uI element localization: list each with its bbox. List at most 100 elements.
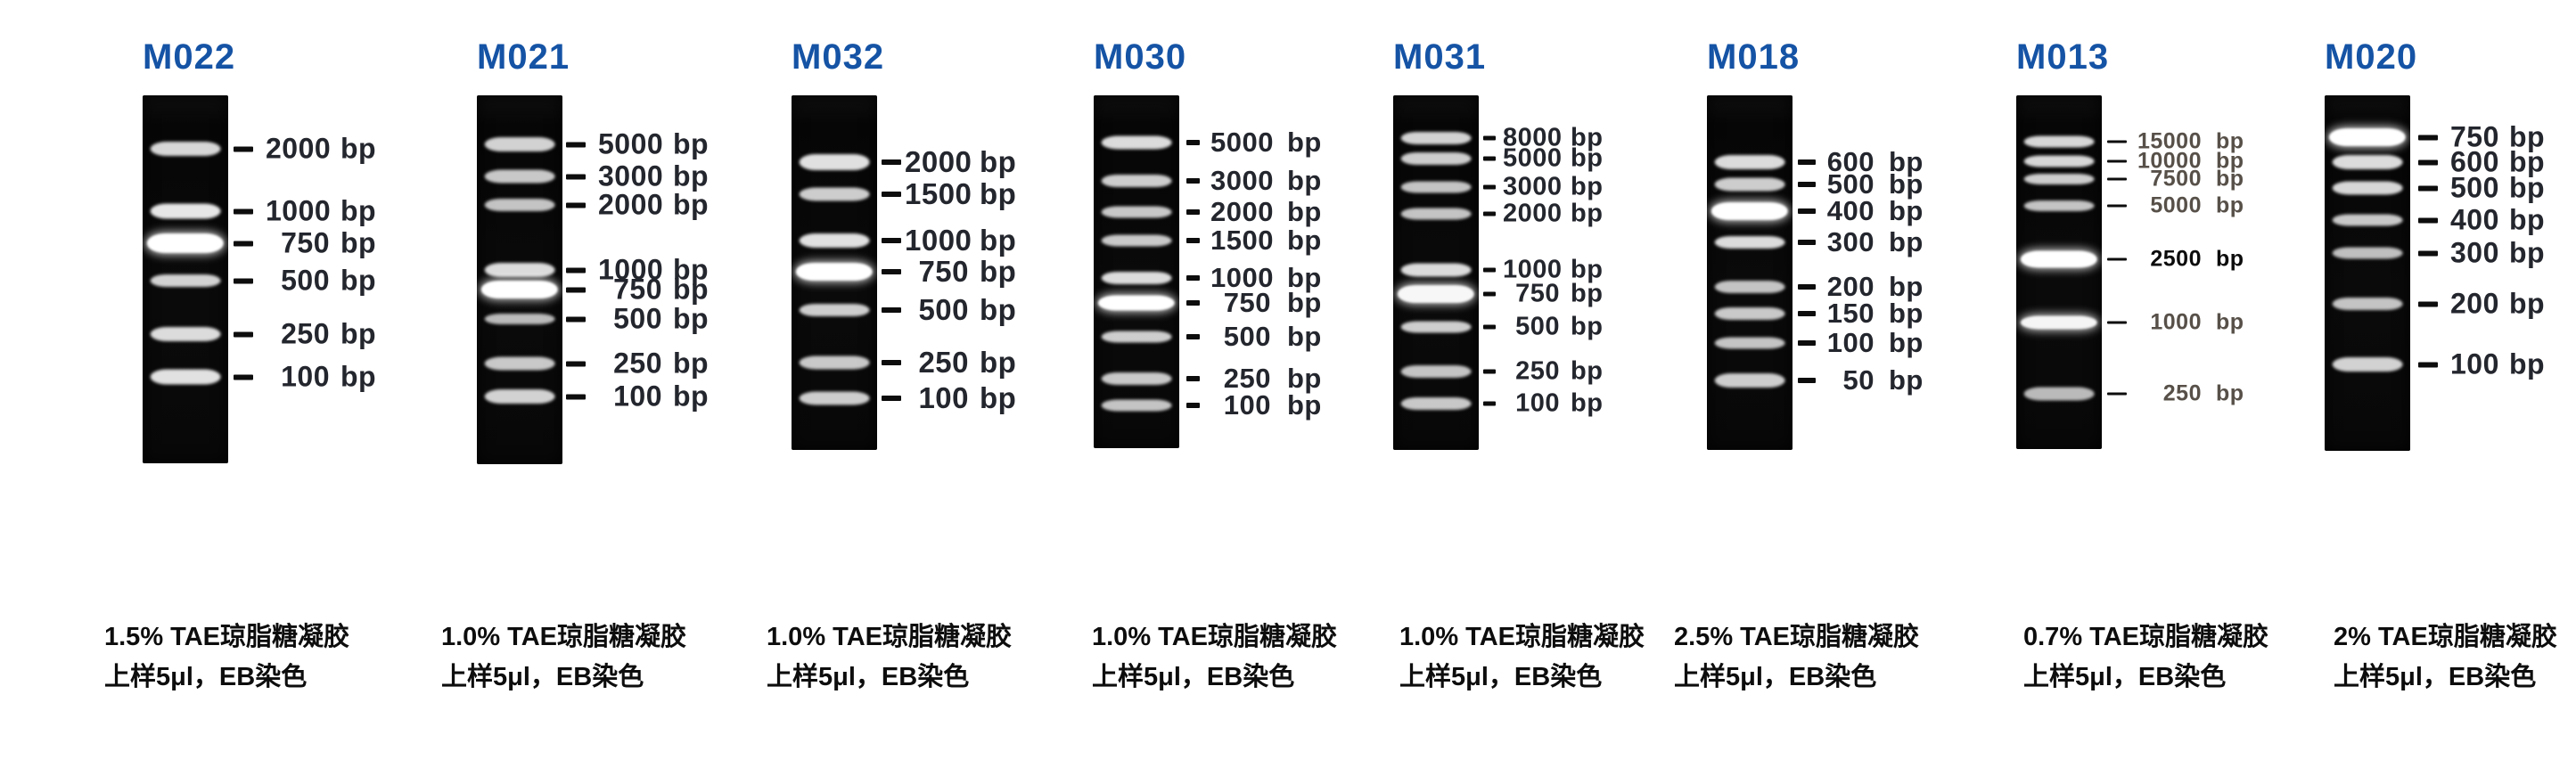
band-size-label: 3000 bp <box>1479 173 1603 202</box>
dna-band-750bp <box>480 281 559 298</box>
tick-mark <box>566 202 586 208</box>
dna-band-600bp <box>1714 155 1785 169</box>
band-size-value: 300 <box>2450 236 2499 269</box>
tick-mark <box>1483 401 1496 406</box>
band-size-value: 2000 <box>905 145 972 178</box>
ladder-lane-m020: M020 750 bp 600 bp 500 bp 400 bp 300 bp 200 bp 100 bp 2… <box>2325 0 2576 768</box>
band-size-value: 750 <box>281 226 330 259</box>
band-size-unit: bp <box>2509 236 2546 269</box>
tick-mark <box>2418 159 2438 165</box>
band-size-label: 400 bp <box>1793 195 1924 227</box>
band-size-label: 1500 bp <box>1179 225 1322 257</box>
dna-band-5000bp <box>2023 200 2095 211</box>
band-size-value: 500 <box>1515 312 1560 341</box>
ladder-lane-m021: M021 5000 bp 3000 bp 2000 bp 1000 bp 750 bp 500 bp 25… <box>441 0 744 768</box>
band-size-value: 250 <box>918 346 969 379</box>
gel-condition-caption: 1.5% TAE琼脂糖凝胶 上样5μl，EB染色 <box>104 617 349 698</box>
band-size-unit: bp <box>2509 287 2546 320</box>
tick-mark <box>234 374 253 380</box>
tick-mark <box>2107 159 2127 163</box>
caption-gel-type: 1.0% TAE琼脂糖凝胶 <box>1399 623 1645 651</box>
dna-band-2000bp <box>1400 208 1472 220</box>
band-size-value: 200 <box>2450 287 2499 320</box>
dna-band-500bp <box>150 274 221 287</box>
band-size-label: 100 bp <box>1179 389 1322 421</box>
band-size-label: 50 bp <box>1793 364 1924 396</box>
band-size-unit: bp <box>980 255 1017 288</box>
dna-band-1000bp <box>2020 315 2098 330</box>
band-size-value: 1000 <box>2150 309 2202 335</box>
dna-band-3000bp <box>484 169 555 184</box>
caption-gel-type: 0.7% TAE琼脂糖凝胶 <box>2023 623 2269 651</box>
band-size-value: 10000 <box>2137 148 2202 174</box>
dna-band-50bp <box>1714 373 1785 388</box>
gel-lane-image <box>477 95 562 464</box>
tick-mark <box>1186 376 1200 381</box>
tick-mark <box>2418 135 2438 140</box>
band-size-unit: bp <box>980 381 1017 414</box>
tick-mark <box>2418 362 2438 367</box>
tick-mark <box>1798 378 1816 383</box>
dna-band-1000bp <box>1101 272 1172 284</box>
gel-lane-image <box>792 95 877 450</box>
band-size-label: 500 bp <box>2410 172 2545 205</box>
gel-condition-caption: 1.0% TAE琼脂糖凝胶 上样5μl，EB染色 <box>767 617 1012 698</box>
band-size-value: 500 <box>281 264 330 297</box>
tick-mark <box>1186 238 1200 243</box>
gel-lane-image <box>1393 95 1479 450</box>
band-size-value: 100 <box>1826 327 1875 358</box>
dna-band-200bp <box>1714 281 1785 293</box>
tick-mark <box>1798 311 1816 316</box>
caption-loading-stain: 上样5μl，EB染色 <box>767 663 970 691</box>
gel-condition-caption: 2% TAE琼脂糖凝胶 上样5μl，EB染色 <box>2334 617 2557 698</box>
band-size-label: 100 bp <box>877 381 1016 415</box>
band-size-value: 8000 <box>1503 123 1563 152</box>
band-size-value: 7500 <box>2150 166 2202 192</box>
tick-mark <box>1483 211 1496 217</box>
band-size-label: 5000 bp <box>562 128 709 161</box>
tick-mark <box>1186 209 1200 215</box>
band-size-label: 3000 bp <box>1179 165 1322 197</box>
dna-band-100bp <box>150 369 221 385</box>
band-size-label: 250 bp <box>228 318 376 351</box>
band-size-label: 100 bp <box>2410 348 2545 381</box>
band-size-label: 750 bp <box>877 255 1016 289</box>
lane-title: M031 <box>1393 37 1487 77</box>
tick-mark <box>1798 182 1816 187</box>
tick-mark <box>882 307 901 313</box>
tick-mark <box>1798 340 1816 346</box>
tick-mark <box>882 238 901 243</box>
dna-band-500bp <box>1714 177 1785 192</box>
caption-gel-type: 1.0% TAE琼脂糖凝胶 <box>441 623 687 651</box>
band-size-labels: 600 bp 500 bp 400 bp 300 bp 200 bp 150 bp 100 bp 50 bp <box>1793 0 2024 768</box>
band-size-label: 2000 bp <box>1479 200 1603 229</box>
tick-mark <box>234 331 253 337</box>
dna-band-100bp <box>1101 399 1172 412</box>
tick-mark <box>1186 403 1200 408</box>
band-size-unit: bp <box>340 360 377 393</box>
tick-mark <box>1483 291 1496 297</box>
dna-band-5000bp <box>1101 135 1172 150</box>
tick-mark <box>882 396 901 401</box>
caption-gel-type: 1.0% TAE琼脂糖凝胶 <box>767 623 1013 651</box>
band-size-unit: bp <box>1889 298 1924 329</box>
band-size-unit: bp <box>673 253 710 286</box>
dna-band-2000bp <box>150 142 221 156</box>
gel-lane-image <box>143 95 228 463</box>
dna-band-600bp <box>2332 155 2403 169</box>
tick-mark <box>234 241 253 246</box>
caption-loading-stain: 上样5μl，EB染色 <box>1674 663 1877 691</box>
caption-gel-type: 2.5% TAE琼脂糖凝胶 <box>1674 623 1920 651</box>
band-size-unit: bp <box>980 224 1017 257</box>
band-size-label: 2000 bp <box>562 189 709 222</box>
band-size-unit: bp <box>2509 347 2546 380</box>
tick-mark <box>1798 284 1816 290</box>
band-size-value: 500 <box>918 293 969 326</box>
band-size-label: 5000 bp <box>1479 144 1603 174</box>
band-size-unit: bp <box>2509 203 2546 236</box>
band-size-value: 750 <box>1223 287 1271 318</box>
dna-band-500bp <box>2332 181 2403 195</box>
dna-band-250bp <box>150 327 221 341</box>
dna-band-750bp <box>1097 295 1176 311</box>
band-size-value: 1000 <box>598 253 664 286</box>
